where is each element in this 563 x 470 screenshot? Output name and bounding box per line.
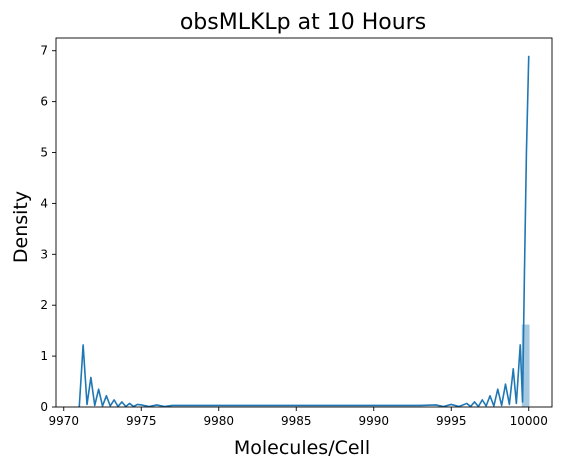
x-tick-label: 9975	[126, 414, 157, 428]
chart-title: obsMLKLp at 10 Hours	[180, 10, 426, 35]
x-tick-label: 9990	[358, 414, 389, 428]
x-tick-label: 9980	[203, 414, 234, 428]
density-line	[78, 55, 530, 408]
y-tick-label: 1	[40, 349, 48, 363]
x-axis-label: Molecules/Cell	[234, 437, 370, 459]
x-tick-label: 9985	[281, 414, 312, 428]
y-tick-label: 5	[40, 146, 48, 160]
axes-frame	[55, 37, 553, 408]
plot-area: 9970 9975 9980 9985 9990 9995 10000 0 1 2 3 4 5 6 7	[40, 37, 553, 428]
x-tick-label: 9995	[436, 414, 467, 428]
y-axis-label: Density	[10, 191, 32, 263]
y-tick-label: 6	[40, 95, 48, 109]
x-tick-label: 10000	[510, 414, 548, 428]
y-tick-label: 3	[40, 247, 48, 261]
y-tick-label: 7	[40, 44, 48, 58]
x-tick-label: 9970	[48, 414, 79, 428]
y-tick-label: 2	[40, 298, 48, 312]
y-tick-label: 4	[40, 196, 48, 210]
histogram-bar	[521, 324, 530, 407]
y-tick-label: 0	[40, 400, 48, 414]
